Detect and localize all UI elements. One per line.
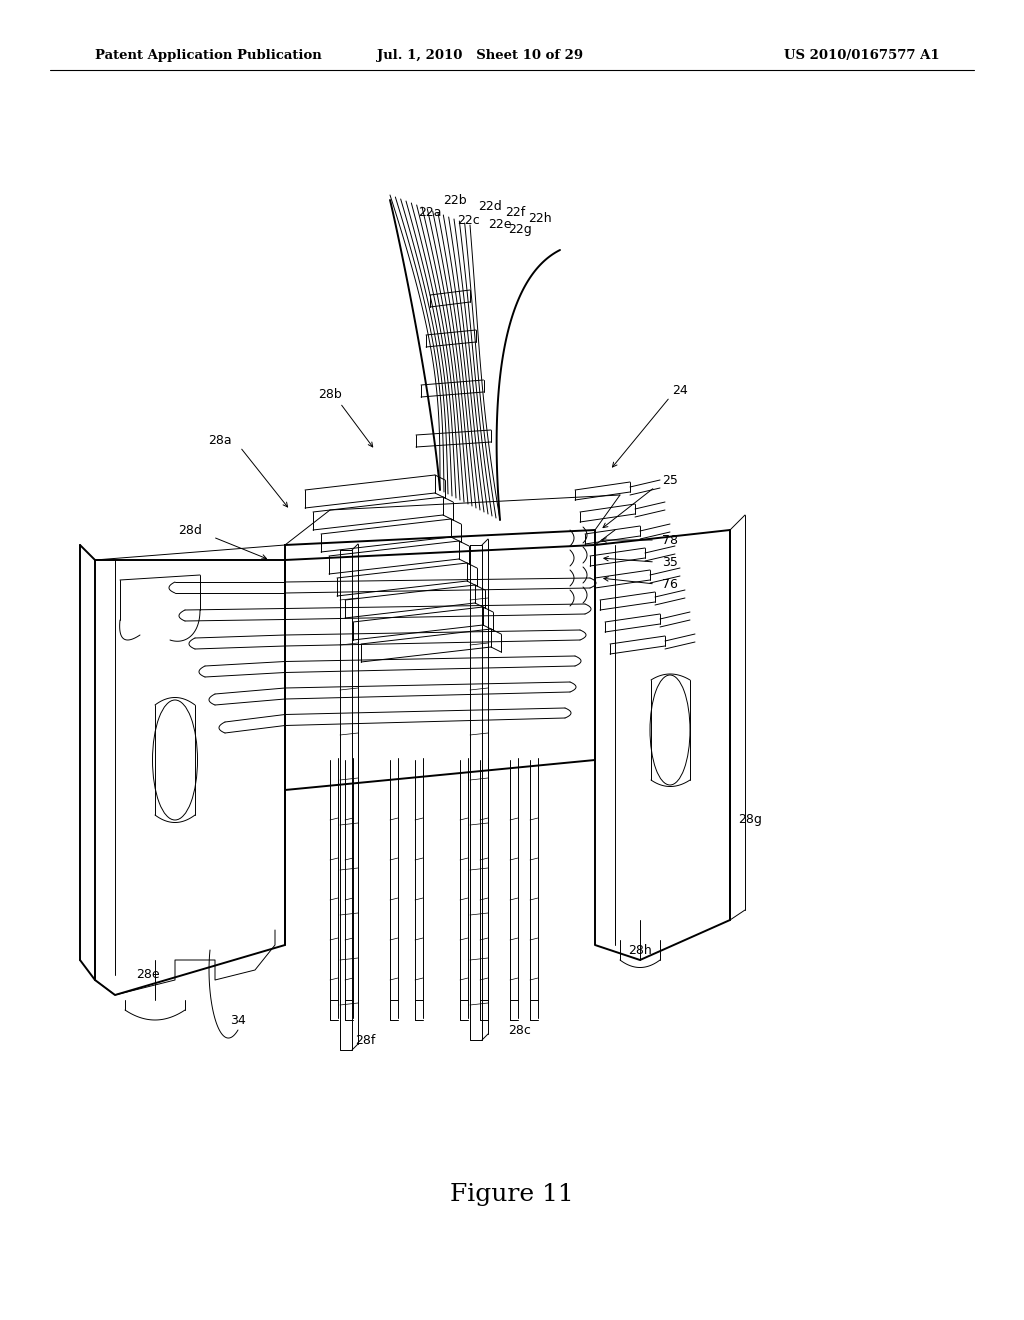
Text: 76: 76 xyxy=(663,578,678,590)
Text: 28b: 28b xyxy=(318,388,342,401)
Text: Figure 11: Figure 11 xyxy=(451,1184,573,1206)
Text: Jul. 1, 2010   Sheet 10 of 29: Jul. 1, 2010 Sheet 10 of 29 xyxy=(377,49,583,62)
Text: 28f: 28f xyxy=(354,1034,375,1047)
Text: 28a: 28a xyxy=(208,433,231,446)
Text: 22e: 22e xyxy=(488,219,512,231)
Text: 22b: 22b xyxy=(443,194,467,206)
Text: 28g: 28g xyxy=(738,813,762,826)
Text: 25: 25 xyxy=(663,474,678,487)
Text: US 2010/0167577 A1: US 2010/0167577 A1 xyxy=(784,49,940,62)
Text: Patent Application Publication: Patent Application Publication xyxy=(95,49,322,62)
Text: 22a: 22a xyxy=(418,206,441,219)
Text: 28d: 28d xyxy=(178,524,202,536)
Text: 22f: 22f xyxy=(505,206,525,219)
Text: 22d: 22d xyxy=(478,201,502,214)
Text: 34: 34 xyxy=(230,1014,246,1027)
Text: 22c: 22c xyxy=(457,214,479,227)
Text: 78: 78 xyxy=(662,533,678,546)
Text: 28c: 28c xyxy=(509,1023,531,1036)
Text: 22h: 22h xyxy=(528,211,552,224)
Text: 22g: 22g xyxy=(508,223,531,236)
Text: 24: 24 xyxy=(672,384,688,396)
Text: 28e: 28e xyxy=(136,969,160,982)
Text: 28h: 28h xyxy=(628,944,652,957)
Text: 35: 35 xyxy=(663,556,678,569)
